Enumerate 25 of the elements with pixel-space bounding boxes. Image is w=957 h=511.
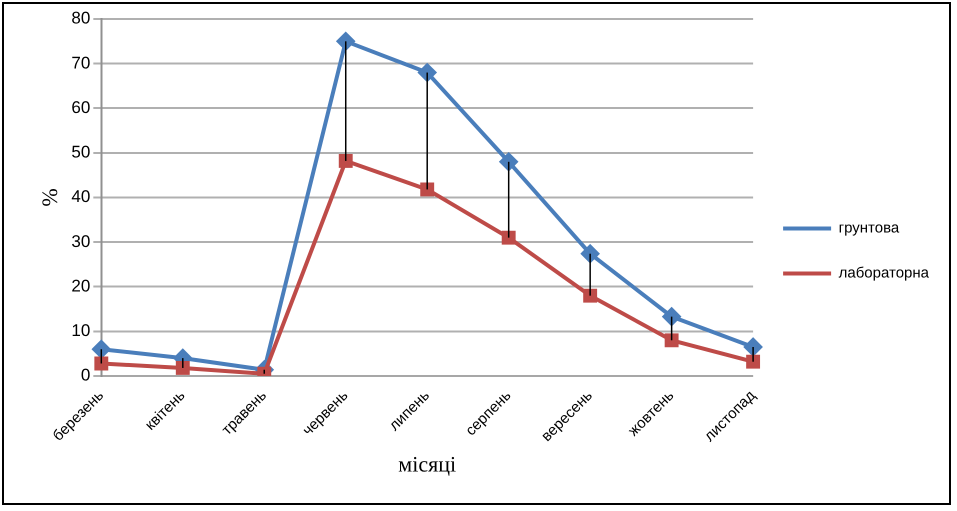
point bbox=[746, 354, 760, 369]
legend-label: грунтова bbox=[838, 220, 900, 237]
y-tick-label: 10 bbox=[71, 321, 90, 340]
point bbox=[583, 288, 598, 303]
point bbox=[662, 308, 681, 326]
x-axis-title: місяці bbox=[398, 452, 456, 477]
y-tick-label: 20 bbox=[71, 276, 90, 296]
point bbox=[420, 182, 434, 196]
y-axis-title: % bbox=[36, 188, 62, 207]
point bbox=[664, 333, 679, 348]
y-tick-label: 0 bbox=[80, 366, 90, 385]
point bbox=[176, 361, 190, 375]
point bbox=[502, 230, 516, 245]
y-tick-label: 40 bbox=[71, 187, 90, 206]
legend-label: лабораторна bbox=[838, 264, 930, 282]
y-tick-label: 30 bbox=[71, 232, 90, 251]
point bbox=[94, 356, 108, 370]
y-tick-label: 80 bbox=[71, 8, 90, 28]
point bbox=[336, 32, 355, 50]
point bbox=[338, 154, 353, 168]
y-tick-label: 70 bbox=[71, 53, 90, 72]
y-tick-label: 50 bbox=[71, 142, 90, 162]
point bbox=[418, 64, 436, 82]
y-tick-label: 60 bbox=[71, 98, 90, 117]
point bbox=[744, 338, 762, 356]
